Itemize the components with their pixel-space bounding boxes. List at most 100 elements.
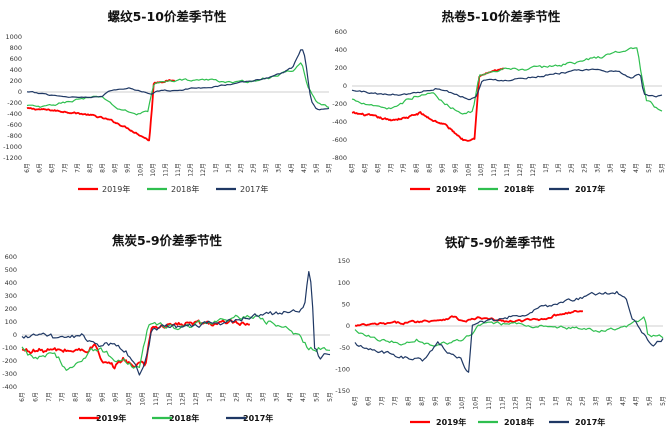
x-tick-label: 11月 bbox=[162, 163, 169, 177]
x-tick-label: 2月 bbox=[233, 392, 240, 402]
x-tick-label: 2月 bbox=[247, 392, 254, 402]
y-tick-label: -1000 bbox=[3, 143, 22, 151]
x-tick-label: 10月 bbox=[126, 392, 133, 406]
x-tick-label: 1月 bbox=[556, 163, 563, 173]
x-tick-label: 12月 bbox=[517, 163, 524, 177]
x-tick-label: 12月 bbox=[180, 392, 187, 406]
x-tick-label: 3月 bbox=[606, 396, 613, 406]
x-tick-label: 4月 bbox=[300, 392, 307, 402]
y-tick-label: 100 bbox=[5, 318, 17, 326]
y-tick-label: 200 bbox=[10, 77, 22, 85]
y-tick-label: -300 bbox=[2, 370, 17, 378]
y-tick-label: -800 bbox=[7, 132, 22, 140]
x-tick-label: 10月 bbox=[478, 163, 485, 177]
x-tick-label: 3月 bbox=[260, 392, 267, 402]
x-tick-label: 4月 bbox=[288, 163, 295, 173]
series-line-2019年 bbox=[354, 309, 583, 327]
x-tick-label: 4月 bbox=[633, 396, 640, 406]
x-tick-label: 1月 bbox=[220, 392, 227, 402]
y-tick-label: -400 bbox=[332, 118, 347, 126]
y-tick-label: -400 bbox=[2, 383, 17, 391]
x-tick-label: 5月 bbox=[314, 392, 321, 402]
x-tick-label: 3月 bbox=[593, 396, 600, 406]
x-tick-label: 3月 bbox=[263, 163, 270, 173]
legend-2018: 2018年 bbox=[169, 413, 199, 423]
y-tick-label: -200 bbox=[7, 99, 22, 107]
x-tick-label: 8月 bbox=[414, 163, 421, 173]
x-tick-label: 9月 bbox=[112, 163, 119, 173]
x-tick-label: 12月 bbox=[200, 163, 207, 177]
x-tick-label: 8月 bbox=[73, 392, 80, 402]
x-tick-label: 5月 bbox=[660, 396, 667, 406]
legend-2019: 2019年 bbox=[96, 413, 126, 423]
x-tick-label: 11月 bbox=[491, 163, 498, 177]
series-line-2017年 bbox=[26, 49, 330, 111]
x-tick-label: 12月 bbox=[188, 163, 195, 177]
y-tick-label: 50 bbox=[342, 301, 350, 309]
x-tick-label: 11月 bbox=[175, 163, 182, 177]
x-tick-label: 5月 bbox=[659, 163, 666, 173]
x-tick-label: 1月 bbox=[206, 392, 213, 402]
x-tick-label: 12月 bbox=[513, 396, 520, 410]
x-tick-label: 6月 bbox=[19, 392, 26, 402]
y-tick-label: -1200 bbox=[3, 154, 22, 162]
series-line-2017年 bbox=[21, 271, 331, 376]
x-tick-label: 11月 bbox=[499, 396, 506, 410]
x-tick-label: 12月 bbox=[526, 396, 533, 410]
x-tick-label: 3月 bbox=[594, 163, 601, 173]
x-tick-label: 6月 bbox=[349, 163, 356, 173]
y-tick-label: 1000 bbox=[5, 33, 22, 41]
y-tick-label: -50 bbox=[339, 344, 350, 352]
series-line-2019年 bbox=[351, 67, 505, 142]
x-tick-label: 5月 bbox=[646, 163, 653, 173]
y-tick-label: 0 bbox=[13, 331, 17, 339]
x-tick-label: 1月 bbox=[213, 163, 220, 173]
y-tick-label: 0 bbox=[18, 88, 22, 96]
x-tick-label: 6月 bbox=[352, 396, 359, 406]
x-tick-label: 12月 bbox=[193, 392, 200, 406]
y-tick-label: 100 bbox=[338, 279, 350, 287]
x-tick-label: 7月 bbox=[46, 392, 53, 402]
chart-ironore-spread: 铁矿5-9价差季节性 150 100 50 0 -50 -100 -150 6月 6月 7月 7月… bbox=[335, 235, 667, 427]
legend-2018: 2018年 bbox=[171, 184, 199, 194]
series-line-2018年 bbox=[354, 316, 664, 347]
x-tick-label: 2月 bbox=[238, 163, 245, 173]
y-tick-label: -600 bbox=[332, 136, 347, 144]
x-tick-label: 2月 bbox=[251, 163, 258, 173]
x-tick-label: 6月 bbox=[37, 163, 44, 173]
x-tick-label: 7月 bbox=[379, 396, 386, 406]
x-tick-label: 10月 bbox=[137, 163, 144, 177]
x-tick-label: 2月 bbox=[580, 396, 587, 406]
series-line-2018年 bbox=[351, 47, 663, 115]
legend-2017: 2017年 bbox=[575, 417, 605, 427]
x-tick-label: 8月 bbox=[427, 163, 434, 173]
x-tick-label: 8月 bbox=[87, 163, 94, 173]
x-tick-label: 10月 bbox=[150, 163, 157, 177]
x-tick-label: 1月 bbox=[543, 163, 550, 173]
y-tick-label: -600 bbox=[7, 121, 22, 129]
x-tick-label: 4月 bbox=[287, 392, 294, 402]
x-tick-label: 10月 bbox=[473, 396, 480, 410]
x-tick-label: 7月 bbox=[62, 163, 69, 173]
y-tick-label: -800 bbox=[332, 154, 347, 162]
y-tick-label: 800 bbox=[10, 44, 22, 52]
x-tick-label: 11月 bbox=[504, 163, 511, 177]
x-tick-label: 7月 bbox=[74, 163, 81, 173]
x-tick-label: 10月 bbox=[140, 392, 147, 406]
x-tick-label: 12月 bbox=[530, 163, 537, 177]
x-tick-label: 11月 bbox=[486, 396, 493, 410]
y-tick-label: -400 bbox=[7, 110, 22, 118]
x-tick-label: 1月 bbox=[539, 396, 546, 406]
x-tick-label: 8月 bbox=[100, 163, 107, 173]
x-tick-label: 9月 bbox=[432, 396, 439, 406]
x-tick-label: 6月 bbox=[365, 396, 372, 406]
y-tick-label: 200 bbox=[5, 305, 17, 313]
y-tick-label: 400 bbox=[5, 279, 17, 287]
y-tick-label: 400 bbox=[335, 46, 347, 54]
x-tick-label: 4月 bbox=[633, 163, 640, 173]
y-tick-label: -150 bbox=[335, 387, 350, 395]
x-tick-label: 9月 bbox=[99, 392, 106, 402]
legend-2017: 2017年 bbox=[240, 184, 268, 194]
y-tick-label: -100 bbox=[2, 344, 17, 352]
